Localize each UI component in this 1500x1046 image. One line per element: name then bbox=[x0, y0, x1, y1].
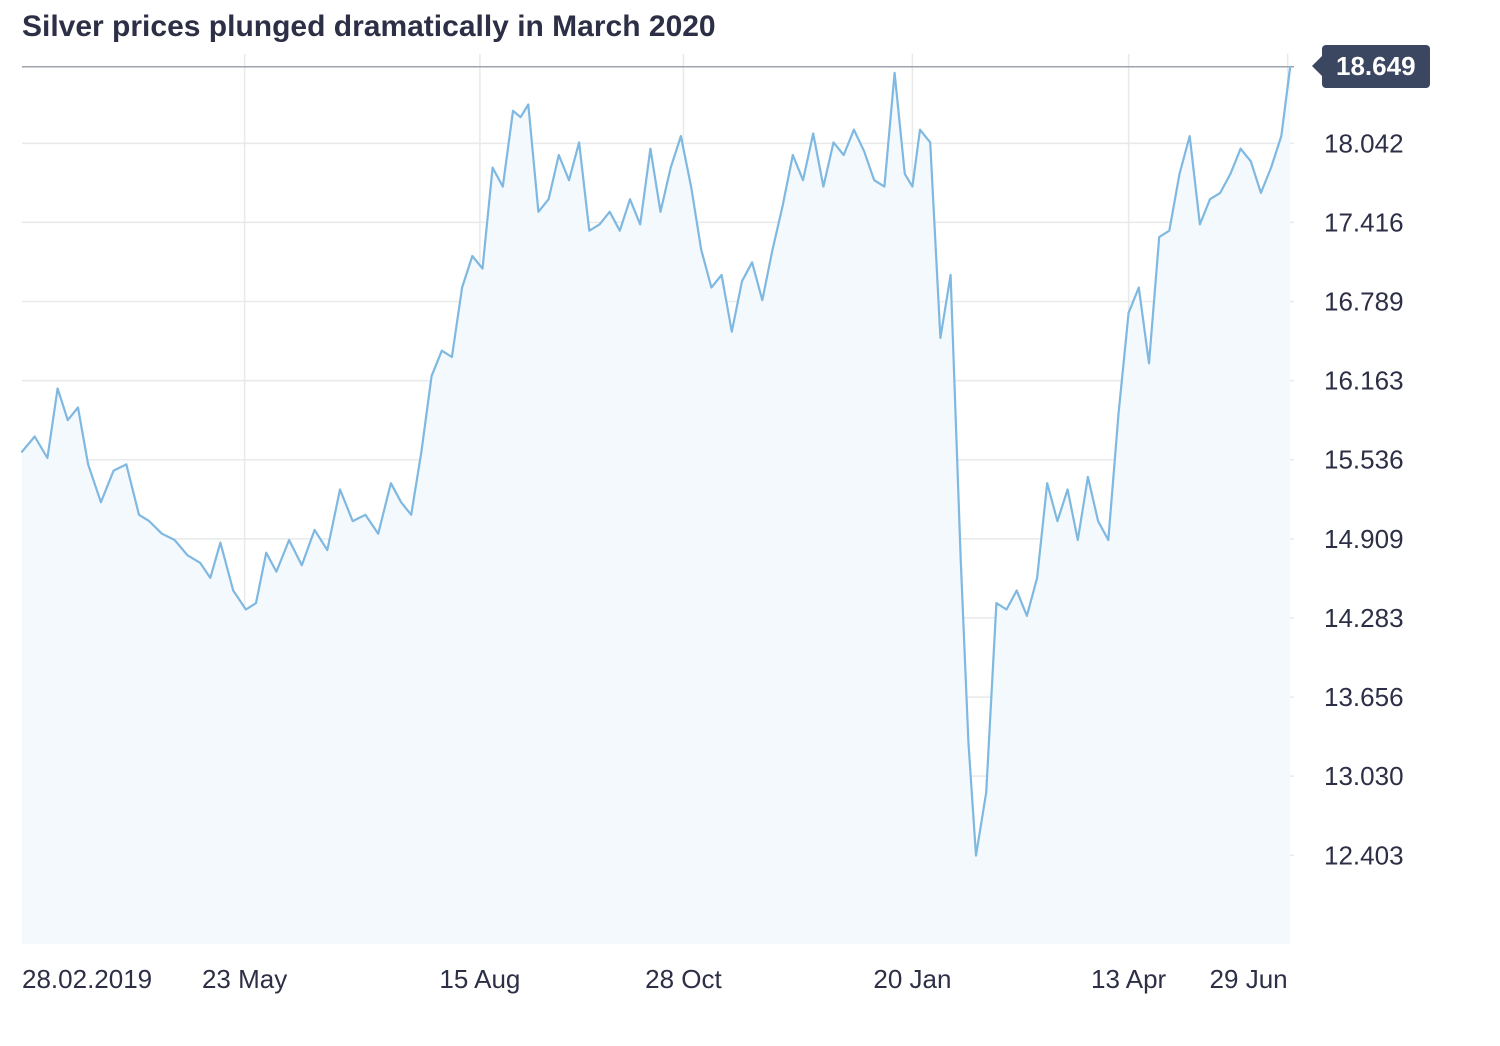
x-axis-tick-label: 28.02.2019 bbox=[22, 964, 152, 994]
chart-container: Silver prices plunged dramatically in Ma… bbox=[0, 0, 1500, 1046]
y-axis-tick-label: 13.030 bbox=[1324, 761, 1404, 791]
x-axis-tick-label: 13 Apr bbox=[1091, 964, 1167, 994]
x-axis-tick-label: 20 Jan bbox=[873, 964, 951, 994]
current-price-badge: 18.649 bbox=[1322, 45, 1430, 88]
y-axis-tick-label: 14.909 bbox=[1324, 524, 1404, 554]
current-price-value: 18.649 bbox=[1336, 51, 1416, 81]
y-axis-tick-label: 13.656 bbox=[1324, 682, 1404, 712]
y-axis-tick-label: 12.403 bbox=[1324, 840, 1404, 870]
y-axis-tick-label: 18.042 bbox=[1324, 128, 1404, 158]
y-axis-tick-label: 17.416 bbox=[1324, 207, 1404, 237]
x-axis-tick-label: 15 Aug bbox=[439, 964, 520, 994]
x-axis-tick-label: 28 Oct bbox=[645, 964, 722, 994]
x-axis-tick-label: 23 May bbox=[202, 964, 287, 994]
chart-title: Silver prices plunged dramatically in Ma… bbox=[22, 10, 1480, 44]
chart-plot-wrap: 18.042 17.416 16.789 16.163 15.536 14.909 14.2… bbox=[20, 50, 1480, 1010]
y-axis-tick-label: 15.536 bbox=[1324, 445, 1404, 475]
y-axis-tick-label: 14.283 bbox=[1324, 603, 1404, 633]
x-axis-tick-label: 29 Jun bbox=[1210, 964, 1288, 994]
y-axis-tick-label: 16.163 bbox=[1324, 366, 1404, 396]
y-axis-tick-label: 16.789 bbox=[1324, 287, 1404, 317]
price-chart[interactable]: 18.042 17.416 16.789 16.163 15.536 14.909 14.2… bbox=[20, 50, 1480, 1010]
